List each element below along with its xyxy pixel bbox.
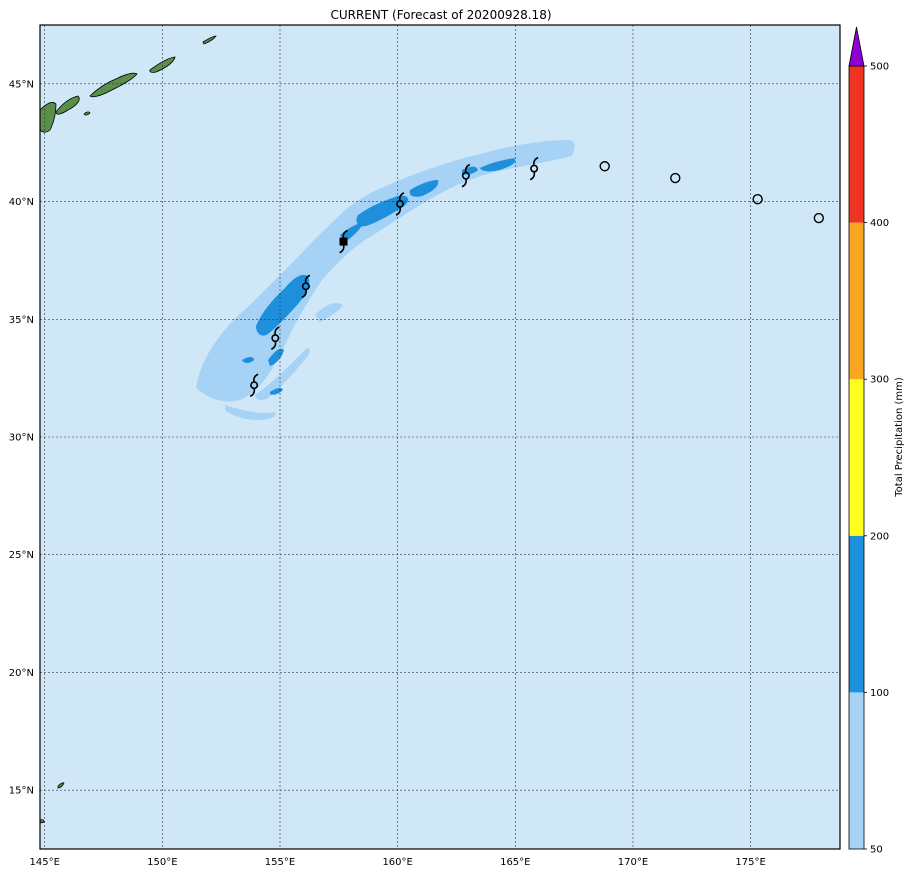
colorbar-segment bbox=[849, 692, 864, 849]
graticule-gridlines bbox=[40, 25, 840, 849]
map-title: CURRENT (Forecast of 20200928.18) bbox=[330, 8, 551, 22]
tropical-cyclone-icon bbox=[395, 192, 405, 216]
map-frame bbox=[39, 24, 841, 850]
latitude-tick-label: 15°N bbox=[9, 786, 34, 797]
post-tropical-marker bbox=[670, 172, 681, 184]
colorbar-label: Total Precipitation (mm) bbox=[894, 377, 905, 498]
tropical-cyclone-icon bbox=[301, 274, 311, 299]
latitude-tick-label: 30°N bbox=[9, 433, 34, 444]
post-tropical-marker bbox=[813, 212, 825, 224]
latitude-tick-label: 35°N bbox=[9, 315, 34, 326]
colorbar-frame bbox=[848, 65, 865, 850]
longitude-tick-label: 165°E bbox=[500, 857, 530, 868]
current-position-marker bbox=[339, 237, 348, 246]
tropical-cyclone-icon bbox=[270, 326, 280, 350]
colorbar-tick-label: 200 bbox=[870, 531, 889, 542]
map-panel bbox=[40, 25, 840, 849]
colorbar-tick-label: 400 bbox=[870, 218, 889, 229]
colorbar-tick-label: 500 bbox=[870, 62, 889, 73]
latitude-tick-label: 45°N bbox=[9, 79, 34, 90]
post-tropical-marker bbox=[752, 194, 763, 205]
colorbar-segment bbox=[849, 379, 864, 536]
latitude-tick-labels: 15°N 20°N 25°N 30°N 35°N 40°N 45°N bbox=[9, 79, 34, 796]
longitude-tick-label: 145°E bbox=[30, 857, 60, 868]
colorbar-tick-label: 300 bbox=[870, 375, 889, 386]
colorbar-tick-label: 50 bbox=[870, 845, 883, 856]
longitude-tick-label: 150°E bbox=[147, 857, 177, 868]
colorbar-segment bbox=[849, 535, 864, 693]
land-masses bbox=[40, 35, 217, 824]
post-tropical-marker bbox=[599, 161, 610, 172]
longitude-tick-label: 175°E bbox=[735, 857, 765, 868]
colorbar: 50 100 200 300 400 500 bbox=[848, 26, 889, 856]
precip-50-100-region bbox=[196, 140, 575, 420]
latitude-tick-label: 25°N bbox=[9, 550, 34, 561]
colorbar-segment bbox=[849, 66, 864, 223]
colorbar-segment bbox=[849, 222, 864, 380]
colorbar-extend-arrow bbox=[848, 26, 865, 67]
longitude-tick-labels: 145°E 150°E 155°E 160°E 165°E 170°E 175°E bbox=[30, 857, 766, 868]
tropical-cyclone-icon bbox=[249, 373, 259, 397]
longitude-tick-label: 155°E bbox=[265, 857, 295, 868]
colorbar-tick-label: 100 bbox=[870, 688, 889, 699]
tropical-cyclone-icon bbox=[529, 156, 539, 181]
tropical-cyclone-icon bbox=[461, 163, 471, 188]
latitude-tick-label: 40°N bbox=[9, 197, 34, 208]
longitude-tick-label: 160°E bbox=[382, 857, 412, 868]
latitude-tick-label: 20°N bbox=[9, 668, 34, 679]
longitude-tick-label: 170°E bbox=[618, 857, 648, 868]
storm-track bbox=[249, 156, 825, 397]
